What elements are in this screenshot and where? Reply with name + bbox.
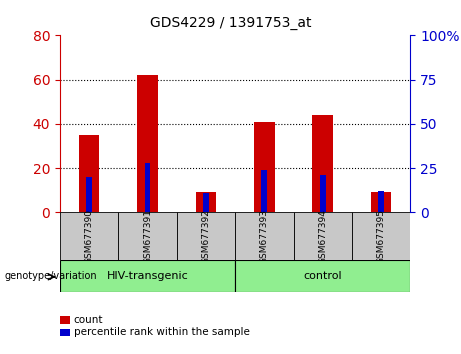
Bar: [86, 177, 92, 212]
Bar: [60, 329, 70, 336]
Bar: [177, 212, 235, 260]
Text: GSM677391: GSM677391: [143, 209, 152, 264]
Bar: [79, 135, 100, 212]
Bar: [60, 260, 235, 292]
Bar: [254, 122, 275, 212]
Bar: [60, 212, 118, 260]
Text: GDS4229 / 1391753_at: GDS4229 / 1391753_at: [150, 16, 311, 30]
Text: genotype/variation: genotype/variation: [5, 271, 97, 281]
Text: GSM677394: GSM677394: [318, 209, 327, 264]
Text: GSM677393: GSM677393: [260, 209, 269, 264]
Bar: [294, 212, 352, 260]
Text: HIV-transgenic: HIV-transgenic: [106, 271, 189, 281]
Bar: [60, 316, 70, 324]
Bar: [137, 75, 158, 212]
Text: count: count: [74, 315, 103, 325]
Text: percentile rank within the sample: percentile rank within the sample: [74, 327, 250, 337]
Bar: [313, 115, 333, 212]
Bar: [195, 193, 216, 212]
Bar: [371, 193, 391, 212]
Text: GSM677395: GSM677395: [377, 209, 385, 264]
Text: control: control: [303, 271, 342, 281]
Bar: [261, 170, 267, 212]
Bar: [203, 193, 209, 212]
Bar: [235, 260, 410, 292]
Text: GSM677392: GSM677392: [201, 209, 210, 264]
Bar: [352, 212, 410, 260]
Text: GSM677390: GSM677390: [85, 209, 94, 264]
Bar: [378, 191, 384, 212]
Bar: [320, 175, 325, 212]
Bar: [118, 212, 177, 260]
Bar: [235, 212, 294, 260]
Bar: [145, 163, 150, 212]
